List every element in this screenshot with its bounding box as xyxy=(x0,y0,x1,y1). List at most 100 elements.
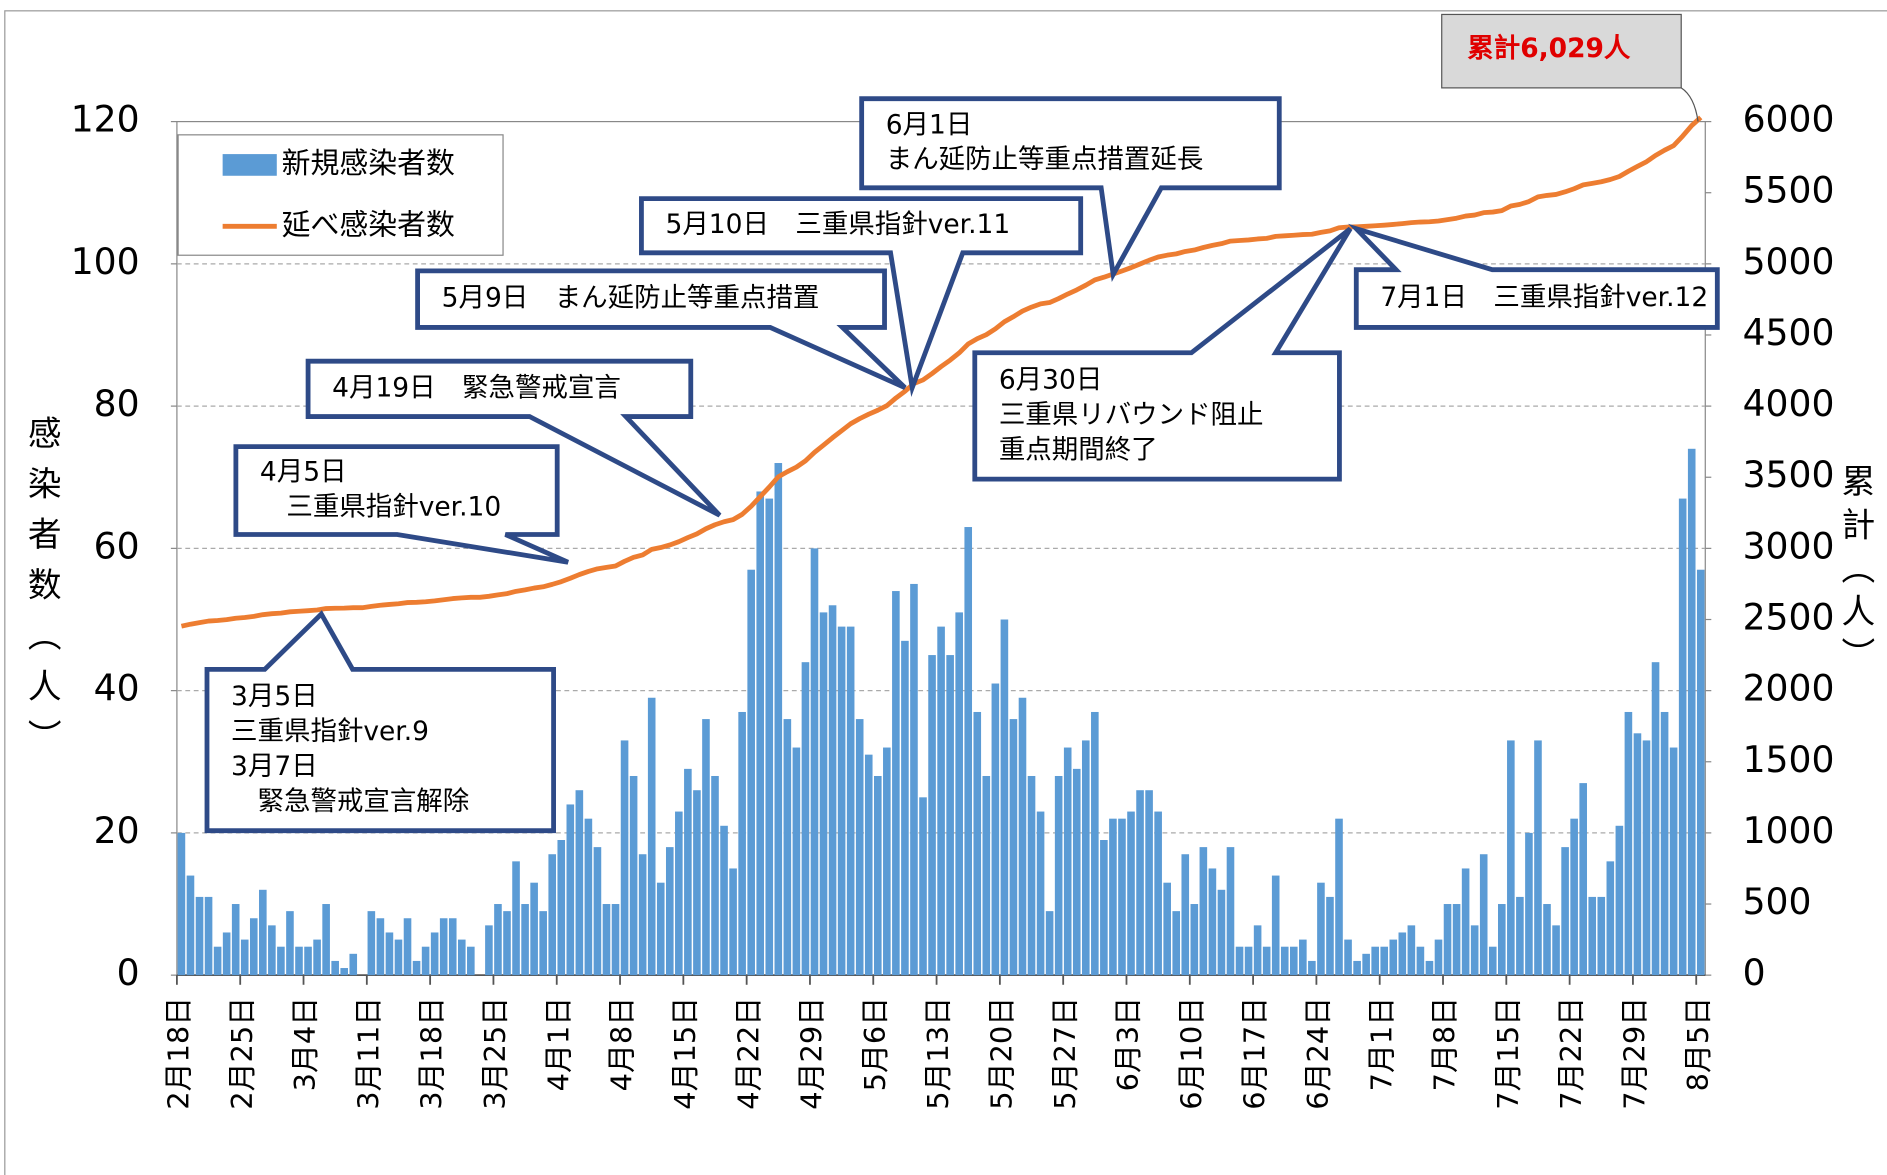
bar xyxy=(277,946,285,976)
x-tick-label: 5月6日 xyxy=(858,997,892,1092)
callout-box xyxy=(415,268,907,390)
bar xyxy=(1380,946,1389,976)
bar xyxy=(249,918,258,976)
bar xyxy=(1651,662,1660,976)
bar xyxy=(1081,740,1090,976)
total-label: 累計6,029人 xyxy=(1467,33,1631,64)
bar xyxy=(521,904,529,976)
callout-text: 三重県リバウンド阻止 xyxy=(999,399,1264,430)
bar xyxy=(213,946,222,976)
bar xyxy=(1100,840,1108,976)
x-tick-label: 7月29日 xyxy=(1618,997,1652,1110)
bar xyxy=(286,911,294,976)
bar xyxy=(656,882,665,976)
bar xyxy=(1072,768,1081,976)
bar xyxy=(729,868,737,976)
bar xyxy=(1687,448,1696,976)
bar xyxy=(855,719,864,976)
y2-tick-label: 2500 xyxy=(1743,595,1835,638)
bar xyxy=(1289,946,1298,976)
x-tick-label: 6月10日 xyxy=(1174,997,1208,1110)
x-tick-label: 4月15日 xyxy=(668,997,702,1110)
callout-box xyxy=(305,358,722,518)
callout-text: 6月30日 xyxy=(999,365,1102,396)
bar xyxy=(1552,925,1560,976)
bar xyxy=(1407,925,1416,976)
total-connector xyxy=(1680,87,1699,122)
bar xyxy=(937,626,945,976)
bar xyxy=(1127,811,1135,976)
bar xyxy=(1597,896,1606,976)
bar xyxy=(1660,711,1669,976)
x-tick-label: 3月11日 xyxy=(351,997,385,1110)
bar xyxy=(584,818,593,976)
x-tick-label: 2月18日 xyxy=(162,997,196,1110)
x-tick-label: 7月15日 xyxy=(1491,997,1525,1110)
bar xyxy=(530,882,538,976)
y2-tick-label: 5500 xyxy=(1743,169,1835,212)
bar xyxy=(964,527,973,976)
x-tick-label: 4月8日 xyxy=(605,997,639,1092)
x-tick-label: 4月22日 xyxy=(731,997,765,1110)
bar xyxy=(1371,946,1379,976)
callout-text: 5月9日 まん延防止等重点措置 xyxy=(442,283,820,314)
y2-tick-label: 2000 xyxy=(1743,667,1835,710)
bar xyxy=(548,854,557,976)
bar xyxy=(1443,904,1452,976)
bar xyxy=(693,790,701,976)
bar xyxy=(403,918,412,976)
y2-tick-label: 4000 xyxy=(1743,382,1835,425)
bar xyxy=(204,896,213,976)
callout-text: 5月10日 三重県指針ver.11 xyxy=(666,209,1011,240)
callout-box xyxy=(639,196,1084,398)
legend-label: 新規感染者数 xyxy=(282,146,455,180)
y-tick-label: 40 xyxy=(94,667,140,710)
bar xyxy=(467,946,475,976)
bar xyxy=(1696,569,1705,976)
x-tick-label: 3月25日 xyxy=(478,997,512,1110)
bar xyxy=(1208,868,1217,976)
bar xyxy=(1452,904,1461,976)
bar xyxy=(602,904,611,976)
x-tick-label: 4月1日 xyxy=(541,997,575,1092)
bar xyxy=(1434,939,1443,976)
bar xyxy=(901,640,909,976)
bar xyxy=(792,747,801,976)
bar xyxy=(1488,946,1497,976)
callout-text: 3月5日 xyxy=(231,681,318,712)
callout-box xyxy=(204,610,556,834)
y-tick-label: 0 xyxy=(117,951,140,994)
bar xyxy=(439,918,448,976)
bar xyxy=(177,832,186,976)
bar xyxy=(1317,882,1325,976)
bar xyxy=(1154,811,1162,976)
bar xyxy=(1461,868,1470,976)
bar xyxy=(675,811,683,976)
bar xyxy=(512,861,520,976)
bar xyxy=(494,904,502,976)
bar xyxy=(1136,790,1144,976)
bar xyxy=(485,925,493,976)
bar xyxy=(1036,811,1045,976)
bar xyxy=(268,925,276,976)
bar xyxy=(774,463,783,976)
callout-box xyxy=(1348,223,1720,330)
bar xyxy=(1163,882,1171,976)
bar xyxy=(1000,619,1009,976)
bar xyxy=(801,662,810,976)
bar xyxy=(1534,740,1542,976)
bar xyxy=(702,719,710,976)
x-tick-label: 2月25日 xyxy=(225,997,259,1110)
bar xyxy=(593,847,602,976)
bar xyxy=(1217,889,1226,976)
bar xyxy=(629,775,638,976)
bar xyxy=(1009,719,1018,976)
bar xyxy=(1027,775,1036,976)
bar xyxy=(1425,960,1434,976)
bar xyxy=(910,583,918,976)
bar xyxy=(1018,697,1027,976)
bar xyxy=(620,740,629,976)
y2-tick-label: 1500 xyxy=(1743,738,1835,781)
callout-text: 4月5日 xyxy=(260,457,347,488)
bar xyxy=(1516,896,1524,976)
